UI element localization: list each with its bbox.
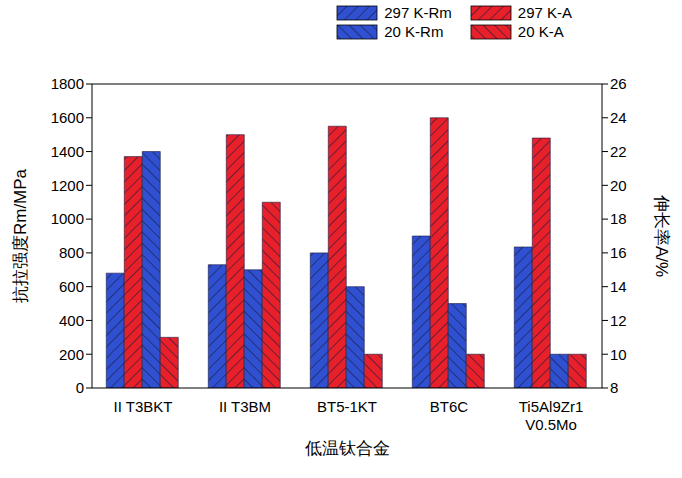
svg-text:1400: 1400: [51, 143, 84, 160]
svg-text:20: 20: [610, 177, 627, 194]
svg-text:1000: 1000: [51, 210, 84, 227]
svg-text:BT5-1KT: BT5-1KT: [317, 398, 377, 415]
svg-text:14: 14: [610, 278, 627, 295]
svg-text:II T3BM: II T3BM: [219, 398, 271, 415]
svg-text:18: 18: [610, 210, 627, 227]
html-text:20 K-A: 20 K-A: [517, 23, 564, 40]
html-text:297 K-Rm: 297 K-Rm: [384, 4, 452, 21]
svg-text:12: 12: [610, 312, 627, 329]
svg-text:0: 0: [76, 379, 84, 396]
html-text:20 K-Rm: 20 K-Rm: [384, 23, 444, 40]
svg-text:800: 800: [59, 244, 84, 261]
svg-text:BT6C: BT6C: [430, 398, 469, 415]
svg-text:200: 200: [59, 346, 84, 363]
svg-text:II T3BKT: II T3BKT: [114, 398, 173, 415]
svg-text:低温钛合金: 低温钛合金: [305, 439, 390, 458]
svg-text:24: 24: [610, 109, 627, 126]
html-text:297 K-A: 297 K-A: [517, 4, 572, 21]
svg-text:1600: 1600: [51, 109, 84, 126]
svg-text:22: 22: [610, 143, 627, 160]
svg-text:1200: 1200: [51, 177, 84, 194]
svg-text:10: 10: [610, 346, 627, 363]
svg-text:抗拉强度Rm/MPa: 抗拉强度Rm/MPa: [11, 168, 30, 303]
svg-text:1800: 1800: [51, 75, 84, 92]
svg-text:26: 26: [610, 75, 627, 92]
svg-text:16: 16: [610, 244, 627, 261]
svg-text:400: 400: [59, 312, 84, 329]
svg-text:600: 600: [59, 278, 84, 295]
svg-text:Ti5Al9Zr1V0.5Mo: Ti5Al9Zr1V0.5Mo: [519, 398, 583, 433]
svg-text:8: 8: [610, 379, 618, 396]
svg-text:伸长率A/%: 伸长率A/%: [652, 194, 671, 277]
